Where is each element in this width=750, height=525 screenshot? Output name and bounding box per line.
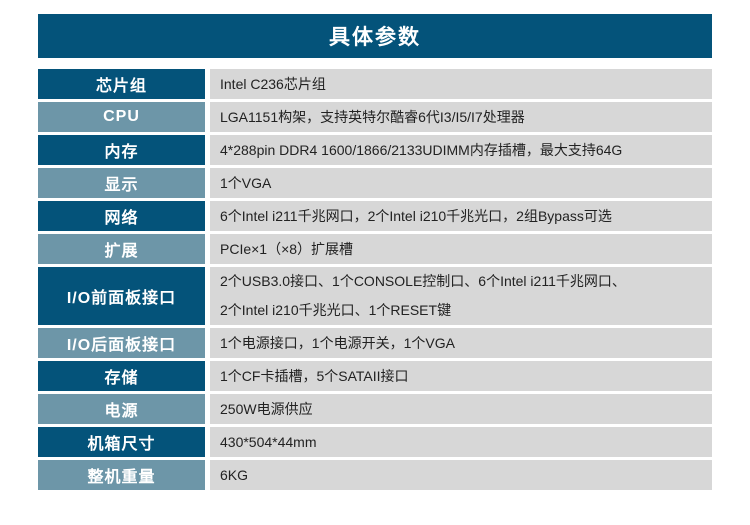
row-value: 250W电源供应 bbox=[210, 394, 712, 424]
row-value: 6个Intel i211千兆网口，2个Intel i210千兆光口，2组Bypa… bbox=[210, 201, 712, 231]
row-label: 存储 bbox=[38, 361, 205, 391]
row-label: 芯片组 bbox=[38, 69, 205, 99]
table-row: 芯片组 Intel C236芯片组 bbox=[38, 69, 712, 99]
table-row: I/O后面板接口 1个电源接口，1个电源开关，1个VGA bbox=[38, 328, 712, 358]
row-value: LGA1151构架，支持英特尔酷睿6代I3/I5/I7处理器 bbox=[210, 102, 712, 132]
row-label: 内存 bbox=[38, 135, 205, 165]
spec-table: 芯片组 Intel C236芯片组 CPU LGA1151构架，支持英特尔酷睿6… bbox=[38, 69, 712, 490]
row-label: 整机重量 bbox=[38, 460, 205, 490]
row-label: I/O前面板接口 bbox=[38, 267, 205, 325]
row-label: 机箱尺寸 bbox=[38, 427, 205, 457]
page-title: 具体参数 bbox=[38, 14, 712, 58]
table-row: CPU LGA1151构架，支持英特尔酷睿6代I3/I5/I7处理器 bbox=[38, 102, 712, 132]
table-row: 存储 1个CF卡插槽，5个SATAII接口 bbox=[38, 361, 712, 391]
row-label: 显示 bbox=[38, 168, 205, 198]
row-value: 1个CF卡插槽，5个SATAII接口 bbox=[210, 361, 712, 391]
table-row: 电源 250W电源供应 bbox=[38, 394, 712, 424]
row-value: PCIe×1（×8）扩展槽 bbox=[210, 234, 712, 264]
table-row: 扩展 PCIe×1（×8）扩展槽 bbox=[38, 234, 712, 264]
row-value: 6KG bbox=[210, 460, 712, 490]
row-value: 1个VGA bbox=[210, 168, 712, 198]
table-row: I/O前面板接口 2个USB3.0接口、1个CONSOLE控制口、6个Intel… bbox=[38, 267, 712, 325]
row-value: 430*504*44mm bbox=[210, 427, 712, 457]
row-value: Intel C236芯片组 bbox=[210, 69, 712, 99]
row-value: 2个USB3.0接口、1个CONSOLE控制口、6个Intel i211千兆网口… bbox=[210, 267, 712, 325]
table-row: 机箱尺寸 430*504*44mm bbox=[38, 427, 712, 457]
row-value: 4*288pin DDR4 1600/1866/2133UDIMM内存插槽，最大… bbox=[210, 135, 712, 165]
table-row: 内存 4*288pin DDR4 1600/1866/2133UDIMM内存插槽… bbox=[38, 135, 712, 165]
row-label: 电源 bbox=[38, 394, 205, 424]
row-label: 网络 bbox=[38, 201, 205, 231]
row-value-line: 2个USB3.0接口、1个CONSOLE控制口、6个Intel i211千兆网口… bbox=[220, 273, 626, 289]
row-label: 扩展 bbox=[38, 234, 205, 264]
row-value: 1个电源接口，1个电源开关，1个VGA bbox=[210, 328, 712, 358]
row-label: I/O后面板接口 bbox=[38, 328, 205, 358]
spec-sheet: 具体参数 芯片组 Intel C236芯片组 CPU LGA1151构架，支持英… bbox=[38, 14, 712, 493]
table-row: 显示 1个VGA bbox=[38, 168, 712, 198]
table-row: 整机重量 6KG bbox=[38, 460, 712, 490]
table-row: 网络 6个Intel i211千兆网口，2个Intel i210千兆光口，2组B… bbox=[38, 201, 712, 231]
row-label: CPU bbox=[38, 102, 205, 132]
row-value-line: 2个Intel i210千兆光口、1个RESET键 bbox=[220, 302, 452, 318]
